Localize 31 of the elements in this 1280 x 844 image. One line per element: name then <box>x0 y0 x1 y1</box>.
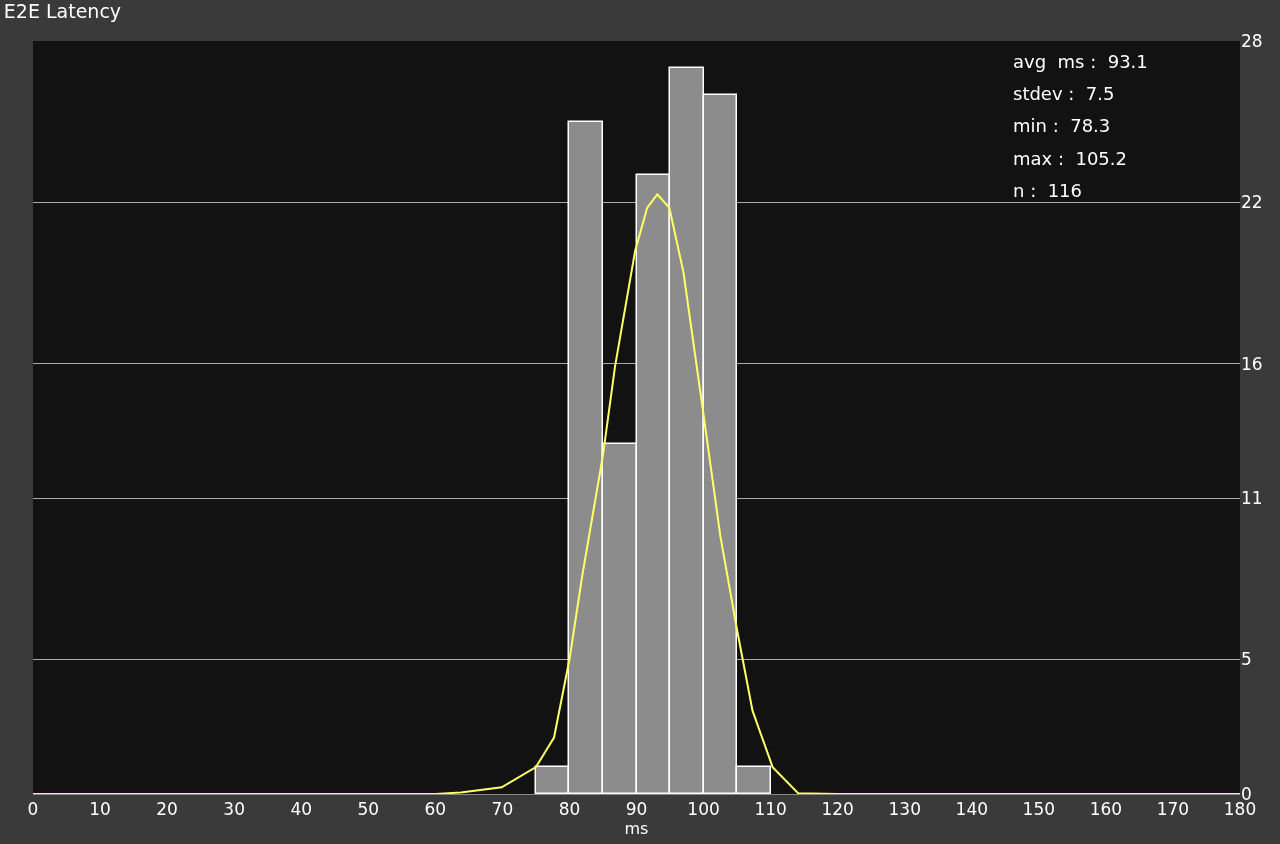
x-tick-label: 80 <box>558 799 581 820</box>
y-tick-label: 16 <box>1241 353 1263 374</box>
x-tick-label: 20 <box>156 799 178 820</box>
annotation: stdev : 7.5 <box>1013 83 1115 104</box>
annotation: max : 105.2 <box>1013 148 1127 169</box>
x-tick-label: 130 <box>888 799 921 820</box>
x-axis-title: ms <box>624 819 649 839</box>
chart-title: E2E Latency <box>3 0 122 22</box>
x-tick-label: 180 <box>1223 799 1257 820</box>
x-tick-label: 30 <box>223 799 245 820</box>
x-tick-label: 0 <box>27 799 39 820</box>
x-tick-label: 60 <box>424 799 447 820</box>
x-tick-label: 40 <box>290 799 313 820</box>
x-tick-label: 100 <box>687 799 720 820</box>
x-tick-label: 10 <box>89 799 111 820</box>
x-tick-label: 170 <box>1156 799 1190 820</box>
y-tick-label: 28 <box>1241 30 1263 51</box>
x-tick-label: 90 <box>625 799 648 820</box>
x-tick-label: 70 <box>491 799 514 820</box>
annotation: n : 116 <box>1013 180 1082 201</box>
y-tick-label: 5 <box>1241 649 1252 670</box>
y-tick-label: 22 <box>1241 192 1263 213</box>
y-tick-label: 11 <box>1241 488 1263 509</box>
x-tick-label: 120 <box>821 799 854 820</box>
x-tick-label: 160 <box>1089 799 1123 820</box>
x-tick-label: 140 <box>955 799 989 820</box>
x-tick-label: 150 <box>1022 799 1056 820</box>
x-tick-label: 50 <box>357 799 380 820</box>
annotation: avg ms : 93.1 <box>1013 51 1148 72</box>
annotation: min : 78.3 <box>1013 115 1111 136</box>
x-tick-label: 110 <box>754 799 787 820</box>
